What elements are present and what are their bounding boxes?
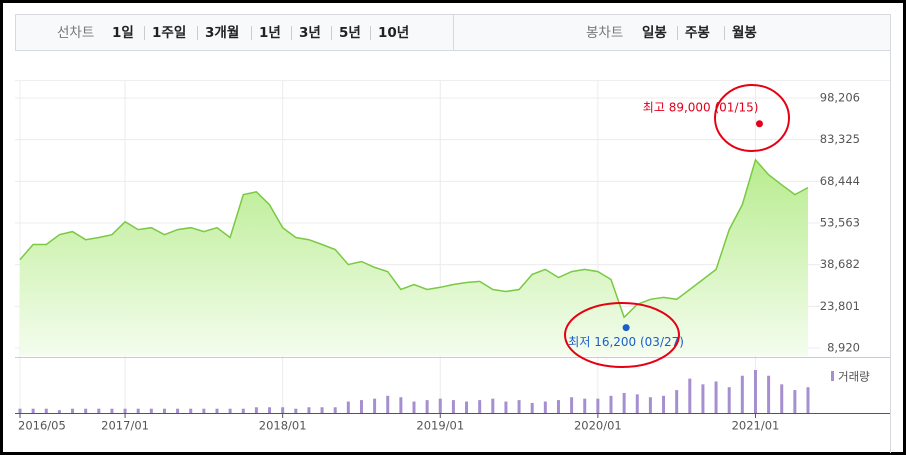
low-label: 최저 16,200 (03/27) bbox=[568, 335, 684, 349]
volume-bar bbox=[662, 395, 666, 413]
volume-bar bbox=[780, 384, 784, 413]
volume-bar bbox=[189, 408, 193, 413]
volume-bar bbox=[241, 408, 245, 413]
period-button[interactable]: 1일 bbox=[112, 25, 134, 41]
volume-bar bbox=[162, 408, 166, 413]
volume-bar bbox=[399, 397, 403, 413]
volume-bar bbox=[622, 392, 626, 413]
y-tick-label: 83,325 bbox=[820, 132, 860, 146]
high-label: 최고 89,000 (01/15) bbox=[643, 100, 759, 114]
volume-bar bbox=[543, 401, 547, 413]
period-button[interactable]: 3개월 bbox=[205, 24, 239, 41]
y-tick-label: 53,563 bbox=[820, 216, 860, 230]
period-button[interactable]: 5년 bbox=[339, 25, 361, 41]
volume-bar bbox=[215, 408, 219, 413]
volume-legend: 거래량 bbox=[838, 370, 870, 384]
volume-bar bbox=[504, 401, 508, 413]
y-tick-label: 38,682 bbox=[820, 257, 860, 271]
x-tick-label: 2021/01 bbox=[732, 419, 780, 433]
volume-bar bbox=[412, 401, 416, 413]
toolbar-buttons: 선차트 1일 1주일 3개월 1년 3년 5년 10년 봉차트 일봉 주봉 월봉 bbox=[57, 24, 757, 41]
volume-bar bbox=[556, 400, 560, 413]
y-tick-label: 98,206 bbox=[820, 91, 860, 105]
volume-bar bbox=[465, 401, 469, 413]
period-button[interactable]: 10년 bbox=[378, 25, 409, 41]
volume-bar bbox=[740, 375, 744, 413]
volume-bar bbox=[478, 400, 482, 413]
volume-bar bbox=[320, 407, 324, 413]
volume-bar bbox=[596, 398, 600, 413]
x-tick-label: 2017/01 bbox=[101, 419, 149, 433]
volume-bar bbox=[714, 381, 718, 413]
low-marker bbox=[622, 324, 630, 332]
y-tick-label: 8,920 bbox=[827, 341, 860, 355]
x-tick-label: 2020/01 bbox=[574, 419, 622, 433]
volume-bar bbox=[333, 407, 337, 413]
volume-bar bbox=[307, 407, 311, 413]
candle-button[interactable]: 주봉 bbox=[685, 25, 710, 41]
volume-bar bbox=[806, 387, 810, 413]
volume-bar bbox=[635, 394, 639, 413]
volume-bar bbox=[71, 408, 75, 413]
volume-bar bbox=[110, 408, 114, 413]
x-tick-label: 2016/05 bbox=[18, 419, 66, 433]
volume-bar bbox=[176, 408, 180, 413]
volume-bar bbox=[373, 398, 377, 413]
volume-bar bbox=[346, 401, 350, 413]
volume-bar bbox=[609, 395, 613, 413]
volume-bar bbox=[149, 408, 153, 413]
volume-bar bbox=[254, 407, 258, 413]
volume-legend-swatch bbox=[831, 371, 834, 381]
volume-bar bbox=[294, 408, 298, 413]
candle-label: 봉차트 bbox=[586, 25, 623, 41]
volume-bar bbox=[57, 410, 61, 413]
volume-bar bbox=[793, 390, 797, 413]
volume-bar bbox=[491, 398, 495, 413]
highlight-circle bbox=[564, 302, 680, 368]
y-tick-label: 68,444 bbox=[820, 174, 860, 188]
volume-bar bbox=[281, 407, 285, 413]
candle-button[interactable]: 일봉 bbox=[642, 25, 667, 41]
volume-bar bbox=[18, 408, 22, 413]
volume-bar bbox=[517, 400, 521, 413]
period-button[interactable]: 3년 bbox=[299, 25, 321, 41]
volume-bar bbox=[123, 408, 127, 413]
volume-bar bbox=[268, 407, 272, 413]
highlight-circle bbox=[714, 84, 790, 152]
volume-bar bbox=[675, 390, 679, 413]
volume-bar bbox=[84, 408, 88, 413]
volume-bar bbox=[425, 400, 429, 413]
volume-bar bbox=[386, 395, 390, 413]
volume-bar bbox=[767, 375, 771, 413]
volume-bar bbox=[44, 408, 48, 413]
price-line bbox=[19, 158, 809, 319]
plot: 8,920 23,801 38,682 53,563 68,444 83,325 98,20… bbox=[15, 80, 890, 433]
price-area bbox=[20, 159, 808, 356]
period-button[interactable]: 1년 bbox=[259, 25, 281, 41]
y-tick-label: 23,801 bbox=[820, 299, 860, 313]
volume-bar bbox=[688, 378, 692, 413]
volume-bar bbox=[701, 384, 705, 413]
x-tick-label: 2018/01 bbox=[259, 419, 307, 433]
volume-bar bbox=[359, 400, 363, 413]
high-marker bbox=[755, 120, 763, 128]
candle-button[interactable]: 월봉 bbox=[732, 24, 757, 41]
volume-bar bbox=[228, 408, 232, 413]
volume-bar bbox=[727, 387, 731, 413]
chart-type-label: 선차트 bbox=[57, 25, 94, 41]
volume-bar bbox=[202, 408, 206, 413]
volume-bar bbox=[31, 408, 35, 413]
volume-bar bbox=[530, 402, 534, 413]
x-tick-label: 2019/01 bbox=[416, 419, 464, 433]
volume-bar bbox=[648, 397, 652, 413]
volume-bar bbox=[583, 398, 587, 413]
volume-bar bbox=[97, 408, 101, 413]
volume-bar bbox=[451, 400, 455, 413]
volume-bar bbox=[438, 398, 442, 413]
volume-bar bbox=[570, 397, 574, 413]
volume-bar bbox=[136, 408, 140, 413]
period-button[interactable]: 1주일 bbox=[152, 25, 186, 41]
volume-bar bbox=[753, 370, 757, 413]
